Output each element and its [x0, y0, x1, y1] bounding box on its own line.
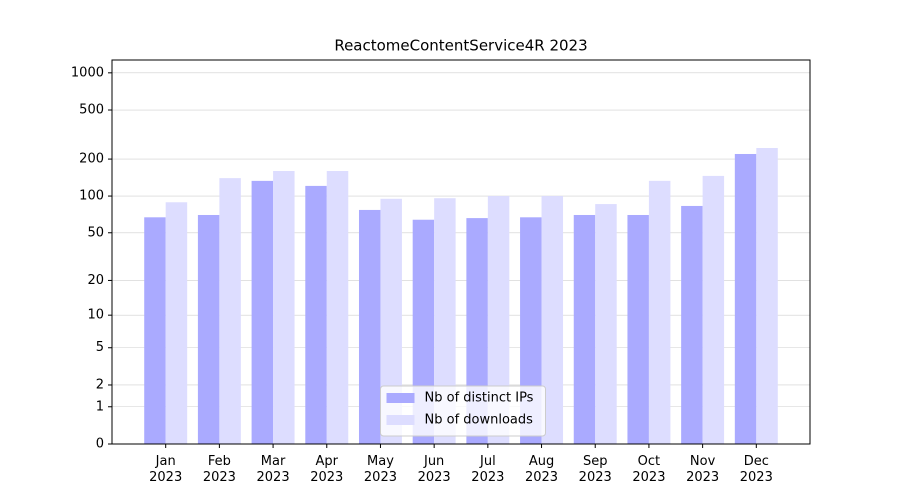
y-tick-label: 1 — [96, 399, 104, 414]
bar — [305, 185, 327, 444]
legend-swatch — [386, 415, 415, 425]
x-tick-label: Dec 2023 — [740, 454, 773, 485]
bar — [326, 171, 349, 444]
x-tick-label: Jun 2023 — [418, 454, 451, 485]
bar — [734, 153, 757, 444]
y-tick-label: 5 — [96, 340, 104, 355]
bar — [273, 171, 295, 444]
bar — [219, 178, 241, 444]
legend-label: Nb of distinct IPs — [425, 391, 534, 406]
bar — [648, 180, 671, 444]
bar — [627, 214, 649, 444]
bar — [434, 198, 456, 444]
y-tick-label: 2 — [96, 377, 104, 392]
foreground: 0 1 2 5 10 20 50 100 200 500 1000 Jan 2023 Feb 2023 Mar… — [71, 65, 773, 484]
y-tick-label: 50 — [87, 225, 104, 240]
x-tick-label: Feb 2023 — [203, 454, 236, 485]
x-tick-label: Sep 2023 — [579, 454, 612, 485]
bar — [251, 180, 274, 444]
x-tick-label: Jul 2023 — [471, 454, 504, 485]
bar — [165, 202, 188, 444]
bar — [144, 217, 166, 444]
y-tick-label: 10 — [87, 308, 104, 323]
legend-box — [380, 385, 546, 437]
x-tick-label: Apr 2023 — [310, 454, 343, 485]
x-tick-label: Mar 2023 — [257, 454, 290, 485]
x-tick-label: Aug 2023 — [525, 454, 558, 485]
y-tick-label: 100 — [79, 189, 104, 204]
axes-frame — [111, 59, 811, 445]
x-tick-label: Oct 2023 — [632, 454, 665, 485]
x-tick-label: Jan 2023 — [149, 454, 182, 485]
legend-label: Nb of downloads — [425, 413, 534, 428]
bar — [380, 198, 402, 444]
bar — [595, 204, 617, 444]
bar — [702, 175, 725, 444]
y-tick-label: 1000 — [71, 65, 104, 80]
bar — [487, 196, 510, 444]
y-tick-label: 20 — [87, 273, 104, 288]
bar — [197, 214, 220, 444]
x-tick-label: May 2023 — [364, 454, 397, 485]
bar — [541, 196, 564, 444]
x-tick-label: Nov 2023 — [686, 454, 719, 485]
chart-title: ReactomeContentService4R 2023 — [334, 37, 587, 55]
y-tick-label: 0 — [96, 437, 104, 452]
y-tick-label: 500 — [79, 103, 104, 118]
y-tick-label: 200 — [79, 152, 104, 167]
bar — [756, 148, 778, 444]
bar — [681, 205, 703, 444]
legend-swatch — [386, 393, 415, 403]
bar — [358, 209, 381, 444]
bar — [573, 214, 596, 444]
